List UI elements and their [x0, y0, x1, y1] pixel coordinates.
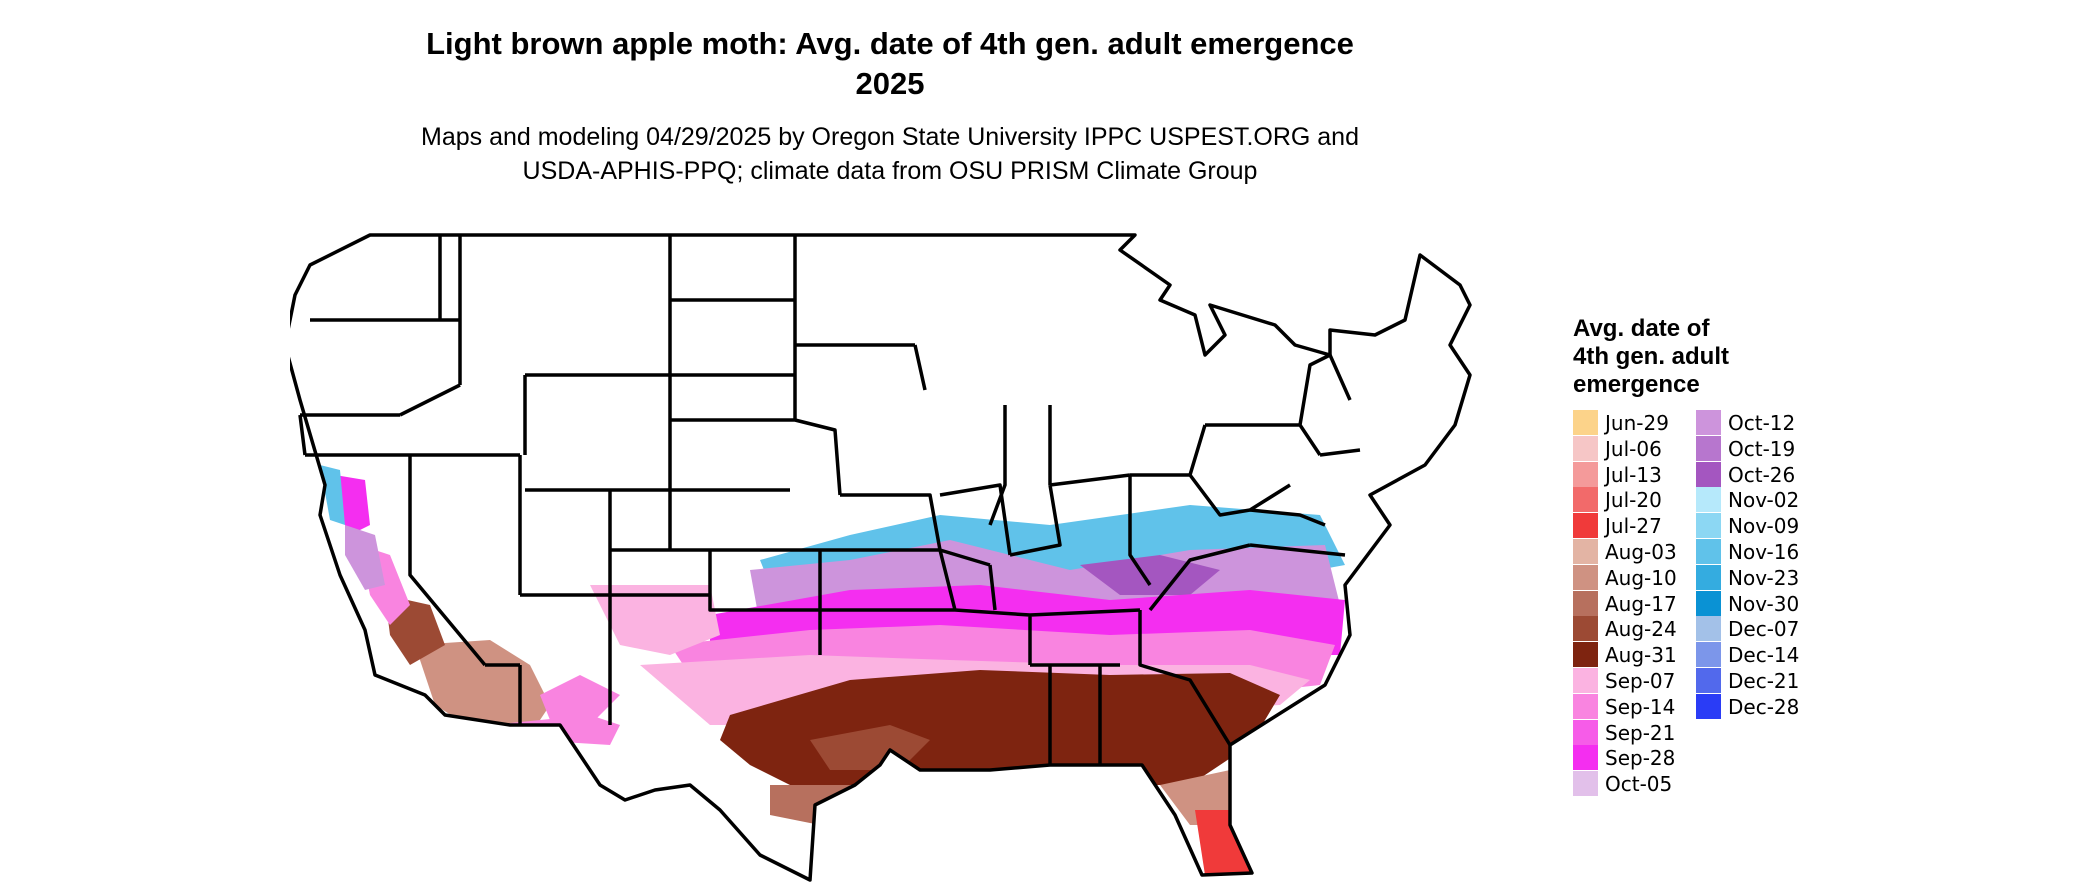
legend-swatch — [1696, 590, 1721, 616]
legend-swatch — [1696, 487, 1721, 513]
legend-swatch — [1696, 642, 1721, 668]
legend-swatch — [1696, 410, 1721, 435]
legend-swatch — [1696, 539, 1721, 564]
zone-nm-tx-pink — [540, 675, 620, 725]
us-emergence-map — [290, 233, 1472, 882]
legend-label: Sep-28 — [1605, 746, 1676, 771]
legend-label: Oct-26 — [1728, 462, 1796, 487]
us-outline — [290, 233, 1472, 882]
legend-label: Aug-10 — [1605, 565, 1677, 590]
zone-jul-red-florida — [1195, 810, 1252, 875]
legend-swatch — [1696, 564, 1721, 590]
subtitle-line-2: USDA-APHIS-PPQ; climate data from OSU PR… — [522, 157, 1258, 185]
legend-swatch — [1696, 668, 1721, 693]
legend-label: Oct-05 — [1605, 772, 1673, 797]
legend-title-line-3: emergence — [1573, 371, 1700, 398]
title-line-1: Light brown apple moth: Avg. date of 4th… — [426, 26, 1354, 61]
legend-label: Aug-31 — [1605, 643, 1677, 668]
legend-label: Aug-03 — [1605, 540, 1677, 564]
legend-label: Oct-12 — [1728, 411, 1796, 435]
legend-label: Dec-21 — [1728, 669, 1800, 693]
legend-swatch — [1573, 616, 1598, 642]
legend-label: Dec-14 — [1728, 643, 1800, 668]
legend-swatch — [1573, 745, 1598, 771]
legend-swatch — [1573, 410, 1598, 435]
legend-label: Sep-07 — [1605, 669, 1676, 693]
legend-swatch — [1573, 642, 1598, 668]
legend-swatch — [1573, 564, 1598, 590]
legend-label: Jul-13 — [1605, 462, 1662, 487]
zone-ca-blue — [320, 465, 345, 525]
legend-label: Aug-24 — [1605, 617, 1677, 642]
subtitle-line-1: Maps and modeling 04/29/2025 by Oregon S… — [421, 123, 1359, 151]
map-title: Light brown apple moth: Avg. date of 4th… — [300, 24, 1480, 104]
state-lines-west — [298, 235, 790, 725]
zone-aug-light-brown — [770, 785, 870, 825]
legend-swatch — [1573, 539, 1598, 564]
emergence-zones — [320, 465, 1345, 875]
state-borders — [290, 233, 1472, 882]
legend-swatch — [1573, 668, 1598, 693]
legend-label: Dec-28 — [1728, 694, 1800, 719]
legend-label: Sep-14 — [1605, 694, 1676, 719]
legend-label: Jun-29 — [1605, 411, 1669, 435]
title-line-2: 2025 — [855, 66, 925, 101]
legend-swatch — [1573, 435, 1598, 461]
legend-swatch — [1573, 719, 1598, 745]
legend-label: Aug-17 — [1605, 591, 1677, 616]
legend-swatch — [1696, 693, 1721, 719]
legend-swatch — [1696, 435, 1721, 461]
legend-label: Nov-16 — [1728, 540, 1800, 564]
legend-label: Dec-07 — [1728, 617, 1800, 642]
state-lines-plains — [610, 235, 842, 655]
legend-label: Nov-02 — [1728, 488, 1800, 513]
legend-label: Jul-27 — [1605, 514, 1662, 539]
map-subtitle: Maps and modeling 04/29/2025 by Oregon S… — [300, 120, 1480, 188]
legend-swatch — [1573, 461, 1598, 487]
legend-swatch — [1573, 590, 1598, 616]
legend-label: Jul-20 — [1605, 488, 1662, 513]
zone-tx-pan-light — [590, 585, 720, 655]
legend-label: Sep-21 — [1605, 720, 1676, 745]
legend-label: Nov-23 — [1728, 565, 1800, 590]
zone-jul-red-texas — [815, 800, 875, 865]
legend-title: Avg. date of 4th gen. adult emergence — [1573, 315, 1803, 399]
legend-label: Nov-30 — [1728, 591, 1800, 616]
legend-swatch — [1696, 616, 1721, 642]
legend-title-line-2: 4th gen. adult — [1573, 343, 1729, 370]
zone-ca-purple — [345, 525, 385, 590]
legend-swatch — [1573, 513, 1598, 539]
legend-swatch — [1573, 771, 1598, 797]
legend-swatch — [1573, 487, 1598, 513]
legend-swatch — [1696, 461, 1721, 487]
legend-label: Oct-19 — [1728, 436, 1796, 461]
legend-label: Jul-06 — [1605, 436, 1662, 461]
legend-swatch — [1573, 693, 1598, 719]
state-lines-central — [795, 343, 1346, 765]
state-lines-northeast — [988, 353, 1361, 586]
legend-label: Nov-09 — [1728, 514, 1800, 539]
legend-title-line-1: Avg. date of — [1573, 315, 1710, 342]
legend-swatch — [1696, 513, 1721, 539]
